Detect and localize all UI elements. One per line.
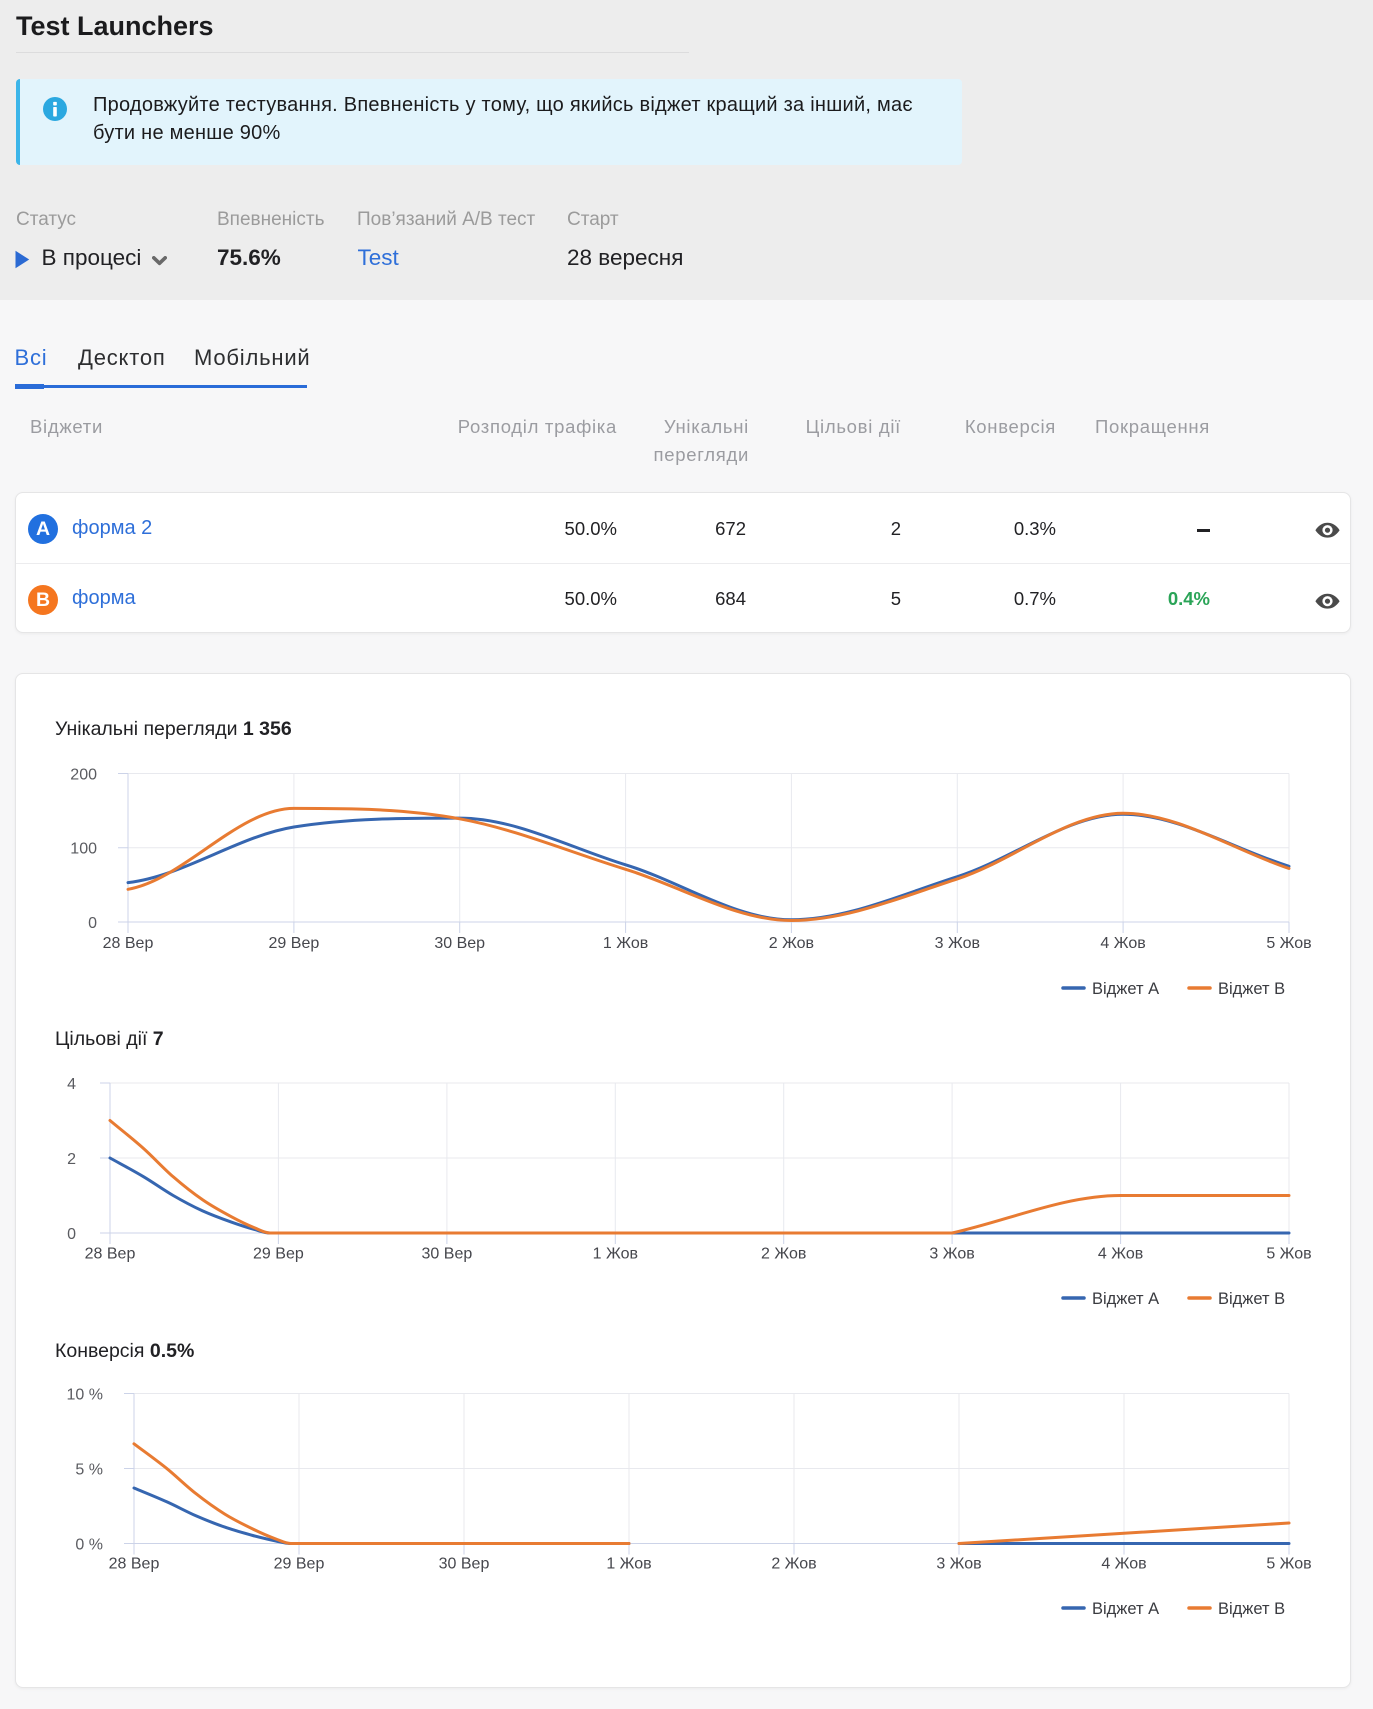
svg-text:29 Вер: 29 Вер	[253, 1246, 304, 1263]
svg-text:10 %: 10 %	[67, 1386, 103, 1403]
svg-text:Віджет B: Віджет B	[1218, 980, 1285, 998]
svg-text:4 Жов: 4 Жов	[1101, 1556, 1146, 1573]
svg-text:Віджет A: Віджет A	[1092, 980, 1159, 998]
svg-text:28 Вер: 28 Вер	[103, 935, 154, 952]
svg-text:30 Вер: 30 Вер	[439, 1556, 490, 1573]
svg-text:0 %: 0 %	[75, 1536, 103, 1553]
svg-text:3 Жов: 3 Жов	[935, 935, 980, 952]
svg-text:5 Жов: 5 Жов	[1266, 1246, 1311, 1263]
svg-text:100: 100	[70, 841, 97, 858]
svg-text:4 Жов: 4 Жов	[1100, 935, 1145, 952]
svg-text:1 Жов: 1 Жов	[603, 935, 648, 952]
svg-text:4: 4	[67, 1076, 76, 1093]
svg-text:30 Вер: 30 Вер	[422, 1246, 473, 1263]
svg-text:29 Вер: 29 Вер	[274, 1556, 325, 1573]
svg-text:3 Жов: 3 Жов	[936, 1556, 981, 1573]
svg-text:0: 0	[88, 915, 97, 932]
svg-text:5 Жов: 5 Жов	[1266, 935, 1311, 952]
svg-text:4 Жов: 4 Жов	[1098, 1246, 1143, 1263]
svg-text:5 Жов: 5 Жов	[1266, 1556, 1311, 1573]
svg-text:1 Жов: 1 Жов	[593, 1246, 638, 1263]
svg-text:2: 2	[67, 1151, 76, 1168]
svg-text:2 Жов: 2 Жов	[761, 1246, 806, 1263]
svg-text:3 Жов: 3 Жов	[929, 1246, 974, 1263]
svg-text:Віджет B: Віджет B	[1218, 1600, 1285, 1618]
svg-text:1 Жов: 1 Жов	[606, 1556, 651, 1573]
svg-text:29 Вер: 29 Вер	[269, 935, 320, 952]
svg-text:30 Вер: 30 Вер	[434, 935, 485, 952]
svg-text:Віджет A: Віджет A	[1092, 1600, 1159, 1618]
svg-text:5 %: 5 %	[75, 1461, 103, 1478]
svg-text:Віджет B: Віджет B	[1218, 1290, 1285, 1308]
svg-text:28 Вер: 28 Вер	[85, 1246, 136, 1263]
svg-text:2 Жов: 2 Жов	[771, 1556, 816, 1573]
svg-text:Віджет A: Віджет A	[1092, 1290, 1159, 1308]
svg-text:2 Жов: 2 Жов	[769, 935, 814, 952]
svg-text:28 Вер: 28 Вер	[109, 1556, 160, 1573]
svg-text:0: 0	[67, 1226, 76, 1243]
svg-text:200: 200	[70, 766, 97, 783]
